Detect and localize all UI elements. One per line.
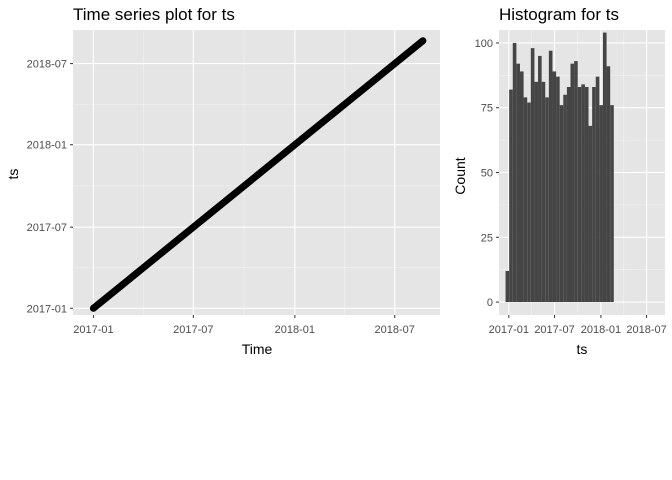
time-series-minor-gridlines bbox=[73, 30, 440, 315]
histogram-bar bbox=[527, 102, 531, 303]
histogram-bar bbox=[581, 84, 585, 303]
time-series-title: Time series plot for ts bbox=[73, 5, 235, 24]
histogram-y-axis-label: Count bbox=[452, 157, 468, 194]
histogram-title: Histogram for ts bbox=[499, 5, 619, 24]
histogram-bar bbox=[566, 87, 571, 303]
histogram-bar bbox=[563, 94, 567, 303]
histogram-bar bbox=[595, 76, 600, 303]
histogram-bar bbox=[519, 71, 524, 303]
histogram-bar bbox=[606, 66, 611, 303]
histogram-bar bbox=[556, 76, 560, 303]
time-series-x-tick-label: 2018-01 bbox=[275, 324, 315, 336]
histogram-bar bbox=[574, 61, 578, 303]
histogram-bar bbox=[570, 63, 575, 303]
time-series-x-tick-label: 2017-07 bbox=[173, 324, 213, 336]
histogram-x-tick-label: 2018-01 bbox=[581, 324, 621, 336]
histogram-y-tick-label: 0 bbox=[487, 297, 493, 309]
histogram-x-tick-label: 2018-07 bbox=[626, 324, 666, 336]
time-series-axis-ticks: 2017-01 2017-07 2018-01 2018-07 2017-01 2017-… bbox=[27, 59, 415, 336]
histogram-axis-ticks: 2017-01 2017-07 2018-01 2018-07 0 25 50 75 100 bbox=[475, 38, 667, 336]
histogram-y-tick-label: 100 bbox=[475, 38, 493, 50]
time-series-line bbox=[89, 37, 427, 312]
histogram-bar bbox=[548, 50, 553, 303]
histogram-bar bbox=[602, 32, 607, 303]
histogram-bar bbox=[599, 105, 603, 303]
time-series-x-tick-label: 2017-01 bbox=[73, 324, 113, 336]
histogram-bar bbox=[516, 63, 520, 303]
time-series-points bbox=[89, 37, 427, 312]
time-series-y-tick-label: 2017-07 bbox=[27, 222, 67, 234]
histogram-bar bbox=[592, 87, 596, 303]
histogram-y-tick-label: 25 bbox=[481, 232, 493, 244]
time-series-y-tick-label: 2017-01 bbox=[27, 303, 67, 315]
histogram-bar bbox=[577, 87, 582, 303]
time-series-panel: Time series plot for ts 2017-01 2017-07 20… bbox=[5, 5, 440, 357]
time-series-major-gridlines bbox=[73, 30, 440, 315]
histogram-y-tick-label: 75 bbox=[481, 103, 493, 115]
time-series-x-tick-label: 2018-07 bbox=[375, 324, 415, 336]
histogram-x-tick-label: 2017-01 bbox=[489, 324, 529, 336]
histogram-x-tick-label: 2017-07 bbox=[534, 324, 574, 336]
histogram-bar bbox=[541, 81, 546, 303]
histogram-bar bbox=[559, 105, 564, 303]
time-series-y-tick-label: 2018-07 bbox=[27, 59, 67, 71]
histogram-bar bbox=[512, 42, 517, 303]
histogram-bar bbox=[584, 87, 589, 303]
histogram-y-tick-label: 50 bbox=[481, 168, 493, 180]
histogram-x-axis-label: ts bbox=[577, 341, 588, 357]
time-series-x-axis-label: Time bbox=[242, 341, 273, 357]
histogram-bar bbox=[545, 97, 549, 303]
histogram-bar bbox=[552, 71, 557, 303]
histogram-bar bbox=[538, 55, 542, 303]
histogram-bars bbox=[505, 32, 614, 303]
time-series-y-tick-label: 2018-01 bbox=[27, 140, 67, 152]
time-series-y-axis-label: ts bbox=[5, 169, 21, 180]
histogram-bar bbox=[534, 81, 539, 303]
histogram-bar bbox=[509, 89, 513, 303]
histogram-bar bbox=[530, 48, 535, 303]
histogram-panel: Histogram for ts 2017-01 2017-07 2018-01 20… bbox=[452, 5, 667, 357]
histogram-bar bbox=[588, 125, 593, 303]
histogram-bar bbox=[505, 270, 510, 303]
histogram-bar bbox=[610, 105, 614, 303]
histogram-bar bbox=[523, 97, 528, 303]
